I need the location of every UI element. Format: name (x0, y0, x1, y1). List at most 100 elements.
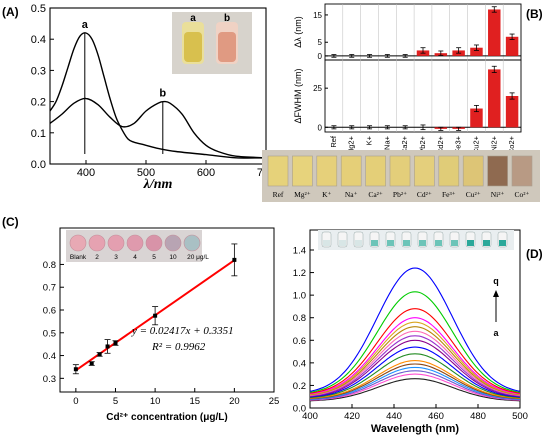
plate-well (88, 234, 106, 252)
y-tick-label: 0 (318, 123, 323, 132)
ion-vial (365, 155, 386, 187)
panel-b-bottom-ylabel: ΔFWHM (nm) (293, 68, 303, 123)
x-tick-label: 420 (344, 411, 360, 422)
spectrum-line (309, 326, 521, 396)
bar-Ni2+ (488, 69, 501, 128)
x-tick-label: 600 (197, 167, 215, 179)
y-tick-label: 0 (318, 52, 323, 61)
category-label-Ca2+: Ca2+ (400, 135, 409, 154)
spectrum-line (309, 363, 521, 400)
category-label-Na+: Na+ (382, 135, 391, 150)
x-tick-label: 500 (512, 411, 528, 422)
photo-label-10: Co²⁺ (515, 190, 530, 199)
well-label: Blank (70, 254, 87, 261)
photo-label-6: Cd²⁺ (417, 190, 432, 199)
data-point (73, 367, 78, 372)
ion-vial (438, 155, 460, 187)
well-label: 10 (169, 254, 177, 261)
category-label-Co2+: Co2+ (507, 135, 516, 154)
y-tick-label: 0.3 (31, 65, 46, 77)
well-label: 20 μg/L (187, 254, 209, 261)
spectrum-line (309, 360, 521, 399)
category-label-Cu2+: Cu2+ (471, 135, 480, 154)
y-tick-label: 1.0 (293, 291, 306, 302)
peak-label-b: b (159, 88, 166, 100)
ion-vial (389, 155, 411, 187)
y-tick-label: 0.4 (31, 34, 46, 46)
spectrum-line (309, 308, 521, 394)
spectrum-line (309, 267, 521, 392)
cuvette-liquid (371, 240, 378, 246)
y-tick-label: 0.1 (31, 128, 46, 140)
plate-well (69, 234, 87, 252)
panel-d-xlabel: Wavelength (nm) (371, 423, 460, 435)
panel-c-xlabel: Cd²⁺ concentration (μg/L) (106, 412, 227, 423)
photo-label-8: Cu²⁺ (466, 190, 481, 199)
panel-d: (D) 0.0 0.2 0.4 0.6 0.8 1.0 1.2 1.4 400 420 440 46… (293, 229, 543, 435)
y-tick-label: 0.0 (31, 159, 46, 171)
ion-vial (487, 155, 508, 187)
spectrum-line (309, 291, 521, 393)
x-tick-label: 400 (302, 411, 318, 422)
x-tick-label: 400 (77, 167, 95, 179)
ion-vial (316, 155, 338, 187)
well-label: 5 (152, 254, 156, 261)
category-label-Cd2+: Cd2+ (436, 135, 445, 154)
data-point (232, 257, 237, 262)
panel-a-frame (49, 7, 267, 165)
arrow-label-top: q (493, 276, 499, 286)
plate-well (145, 234, 163, 252)
fit-equation: y = 0.02417x + 0.3351 (131, 325, 234, 337)
cuvette-liquid (323, 240, 330, 246)
spectrum-line (309, 373, 521, 401)
y-tick-label: 1.2 (293, 268, 306, 279)
photo-label-9: Ni²⁺ (491, 190, 505, 199)
inset-label-b: b (224, 13, 230, 24)
spectrum-line (309, 330, 521, 396)
y-tick-label: 0.4 (293, 358, 306, 369)
cuvette-liquid (355, 240, 362, 246)
category-label-Fe3+: Fe3+ (454, 135, 463, 153)
spectrum-line (309, 335, 521, 397)
category-label-Pb2+: Pb2+ (418, 135, 427, 153)
ion-vials-photo: Ref Mg²⁺ K⁺ Na⁺ Ca²⁺ Pb²⁺ Cd²⁺ Fe³⁺ Cu²⁺ Ni²⁺ Co²⁺ (262, 150, 540, 202)
cuvette-liquid (387, 240, 394, 246)
y-tick-label: 0.6 (293, 336, 306, 347)
peak-label-a: a (82, 19, 89, 31)
photo-label-5: Pb²⁺ (393, 190, 407, 199)
panel-c-label: (C) (2, 215, 19, 229)
bar-Co2+ (505, 36, 519, 56)
y-tick-label: 0.3 (43, 374, 56, 385)
well-label: 2 (95, 254, 99, 261)
ion-vial (292, 155, 313, 187)
spectrum-line (309, 366, 521, 400)
photo-label-2: K⁺ (322, 190, 331, 199)
plate-well (126, 234, 144, 252)
photo-label-3: Na⁺ (345, 190, 358, 199)
x-tick-label: 5 (113, 396, 118, 407)
x-tick-label: 20 (229, 396, 240, 407)
category-label-Mg2+: Mg2+ (347, 135, 356, 155)
photo-label-0: Ref (273, 190, 284, 199)
x-tick-label: 0 (73, 396, 78, 407)
bar-Cu2+ (470, 47, 483, 56)
ion-vial (414, 155, 435, 187)
spectrum-line (309, 339, 521, 397)
well-plate-inset: Blank 2 3 4 5 10 20 μg/L (66, 230, 209, 262)
y-tick-label: 25 (313, 84, 322, 93)
well-label: 4 (133, 254, 137, 261)
inset-label-a: a (190, 13, 196, 24)
x-tick-label: 10 (150, 396, 161, 407)
category-label-Ni2+: Ni2+ (489, 135, 498, 151)
photo-label-4: Ca²⁺ (368, 190, 383, 199)
y-tick-label: 0.8 (43, 260, 56, 271)
vial-photo-inset: a b (172, 12, 252, 74)
cuvette-liquid (499, 240, 506, 246)
spectrum-line (309, 321, 521, 395)
x-tick-label: 480 (470, 411, 486, 422)
x-tick-label: 25 (269, 396, 280, 407)
data-point (113, 341, 118, 346)
panel-b-top-ylabel: Δλ (nm) (293, 16, 303, 48)
panel-a: (A) 0.00.10.20.30.40.5 400500600700 ab a… (2, 3, 275, 192)
